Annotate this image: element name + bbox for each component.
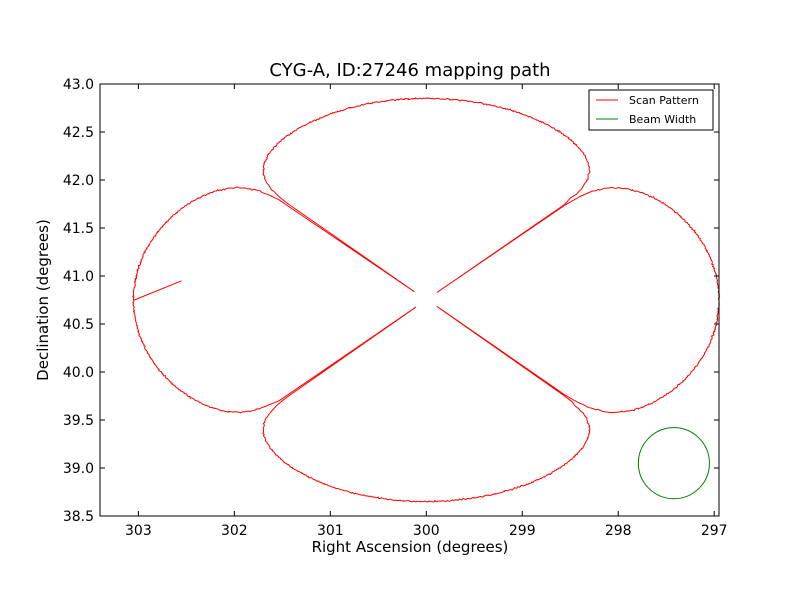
plot-frame: [99, 83, 720, 517]
x-tick-label: 301: [317, 523, 344, 539]
x-tick-label: 300: [413, 523, 440, 539]
y-tick-label: 39.5: [63, 413, 94, 429]
y-tick-label: 40.0: [63, 365, 94, 381]
x-tick-label: 298: [605, 523, 632, 539]
x-tick-label: 299: [509, 523, 536, 539]
legend: Scan Pattern Beam Width: [588, 89, 714, 131]
legend-box: [588, 89, 714, 131]
y-tick-label: 39.0: [63, 461, 94, 477]
x-axis-label: Right Ascension (degrees): [312, 538, 509, 556]
y-axis-label: Declination (degrees): [34, 219, 52, 381]
legend-label-scan-pattern: Scan Pattern: [629, 94, 699, 107]
y-axis-ticks: 38.5 39.0 39.5 40.0 40.5 41.0 41.5 42.0 42.5 43.0: [63, 77, 719, 525]
x-axis-ticks: 303 302 301 300 299 298 297: [125, 84, 728, 539]
y-tick-label: 41.5: [63, 221, 94, 237]
x-tick-label: 303: [125, 523, 152, 539]
legend-label-beam-width: Beam Width: [629, 113, 696, 126]
x-tick-label: 297: [701, 523, 728, 539]
y-tick-label: 40.5: [63, 317, 94, 333]
y-tick-label: 43.0: [63, 77, 94, 93]
y-tick-label: 42.5: [63, 125, 94, 141]
y-tick-label: 38.5: [63, 509, 94, 525]
y-tick-label: 41.0: [63, 269, 94, 285]
y-tick-label: 42.0: [63, 173, 94, 189]
x-tick-label: 302: [221, 523, 248, 539]
beam-width-circle: [637, 427, 710, 500]
chart-title: CYG-A, ID:27246 mapping path: [269, 60, 550, 81]
